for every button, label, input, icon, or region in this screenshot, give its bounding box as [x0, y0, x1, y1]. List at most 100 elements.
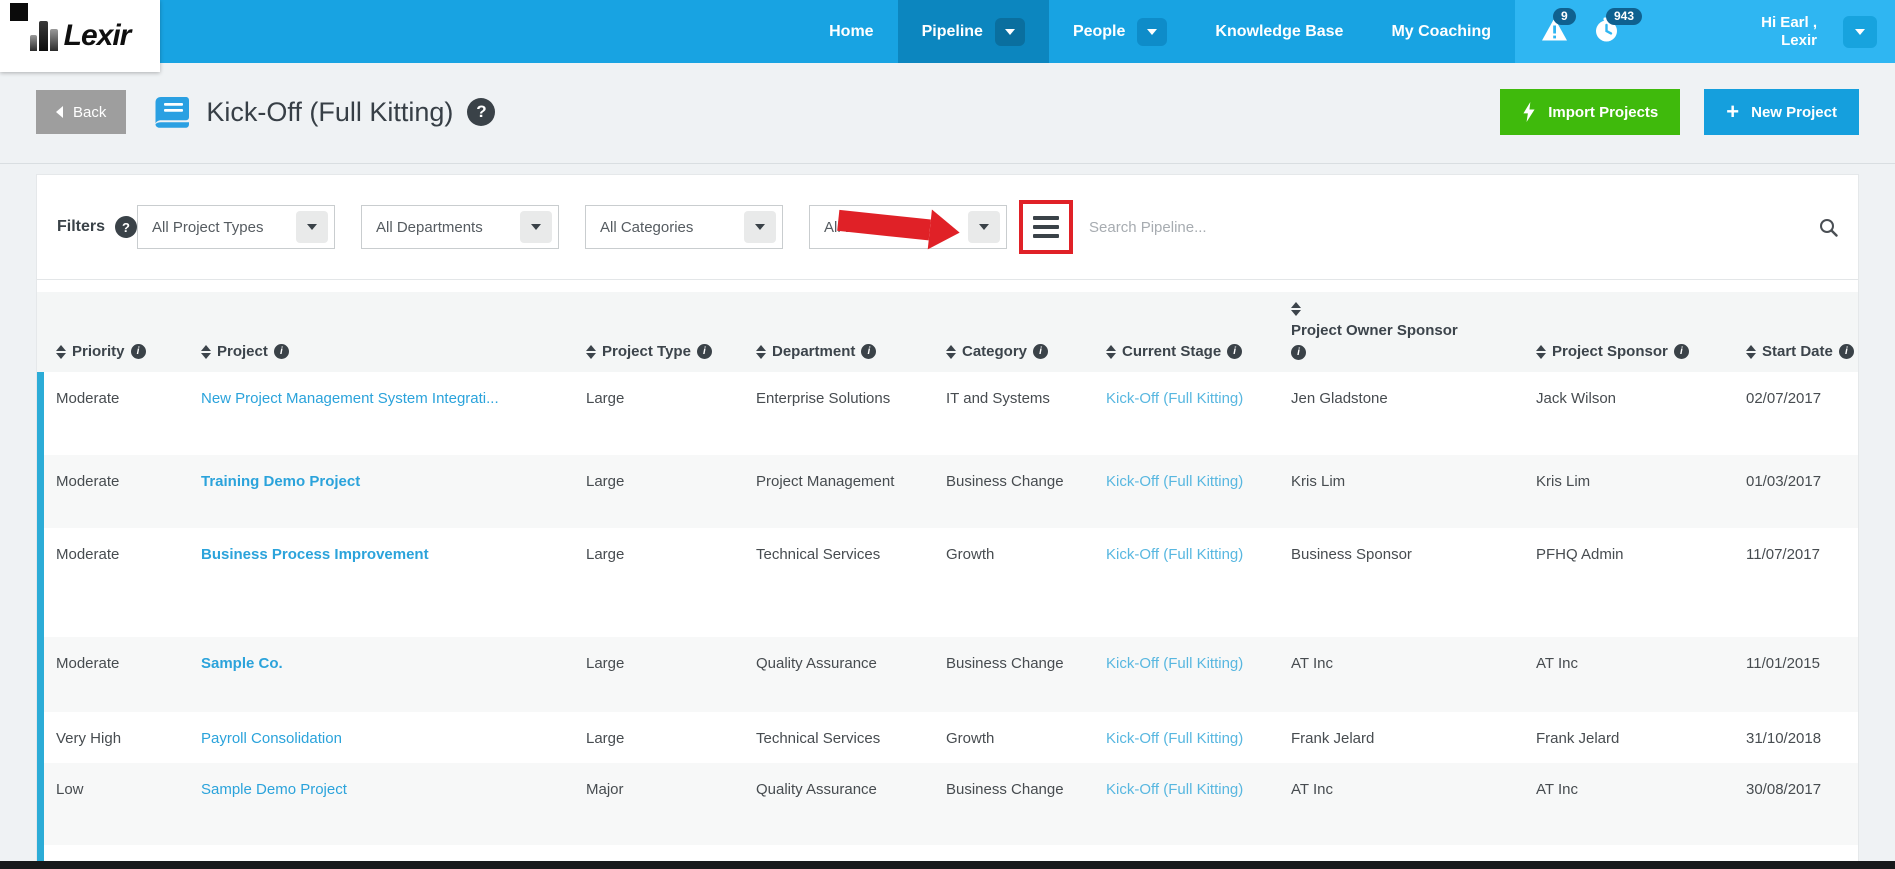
- info-icon[interactable]: i: [273, 344, 289, 359]
- chevron-down-icon: [307, 224, 318, 230]
- current-stage-link[interactable]: Kick-Off (Full Kitting): [1106, 655, 1244, 672]
- dropdown-caret-button[interactable]: [744, 211, 777, 243]
- info-icon[interactable]: i: [130, 344, 146, 359]
- lightning-icon: [1523, 102, 1535, 122]
- info-icon[interactable]: i: [1673, 344, 1689, 359]
- sort-icon[interactable]: [756, 344, 766, 359]
- nav-item-pipeline[interactable]: Pipeline: [897, 0, 1049, 63]
- people-dropdown-button[interactable]: [1137, 17, 1168, 46]
- cell-priority: Low: [56, 781, 84, 798]
- header-category: Category i: [946, 343, 1106, 360]
- back-button[interactable]: Back: [36, 90, 127, 134]
- plus-icon: +: [1726, 99, 1740, 124]
- nav-label-pipeline: Pipeline: [921, 22, 983, 40]
- column-settings-button[interactable]: [1033, 216, 1060, 238]
- annotation-highlight-box: [1019, 200, 1074, 254]
- nav-item-people[interactable]: People: [1049, 0, 1191, 63]
- project-types-dropdown[interactable]: All Project Types: [137, 205, 336, 249]
- project-link[interactable]: Training Demo Project: [201, 473, 361, 490]
- nav-item-home[interactable]: Home: [805, 0, 897, 63]
- cell-department: Technical Services: [756, 730, 881, 747]
- project-types-value: All Project Types: [152, 218, 264, 236]
- table-row: Moderate Business Process Improvement La…: [37, 528, 1858, 637]
- notifications-button[interactable]: 943: [1594, 7, 1643, 47]
- header-current-stage: Current Stage i: [1106, 343, 1291, 360]
- sort-icon[interactable]: [1746, 344, 1756, 359]
- cell-start-date: 02/07/2017: [1746, 390, 1822, 407]
- pipeline-card: Filters ? All Project Types All Departme…: [36, 174, 1859, 869]
- executive-sponsors-dropdown[interactable]: All E n...: [809, 205, 1008, 253]
- cell-owner-sponsor: AT Inc: [1291, 781, 1333, 798]
- cell-project-sponsor: Jack Wilson: [1536, 390, 1617, 407]
- cell-start-date: 11/01/2015: [1746, 655, 1820, 672]
- header-priority: Priority i: [56, 343, 201, 360]
- user-greeting-line1: Hi Earl ,: [1761, 13, 1817, 31]
- nav-item-my-coaching[interactable]: My Coaching: [1367, 0, 1515, 63]
- title-help-icon[interactable]: ?: [467, 98, 496, 126]
- pipeline-dropdown-button[interactable]: [994, 17, 1025, 46]
- project-link[interactable]: Payroll Consolidation: [201, 730, 342, 747]
- cell-project-type: Large: [586, 390, 625, 407]
- header-project: Project i: [201, 343, 586, 360]
- sort-icon[interactable]: [56, 344, 66, 359]
- header-label: Project: [217, 343, 268, 360]
- info-icon[interactable]: i: [696, 344, 712, 359]
- dropdown-caret-button[interactable]: [520, 211, 553, 243]
- cell-owner-sponsor: AT Inc: [1291, 655, 1333, 672]
- current-stage-link[interactable]: Kick-Off (Full Kitting): [1106, 730, 1244, 747]
- dropdown-caret-button[interactable]: [968, 211, 1000, 243]
- current-stage-link[interactable]: Kick-Off (Full Kitting): [1106, 390, 1244, 407]
- filters-label-group: Filters ?: [57, 216, 138, 238]
- info-icon[interactable]: i: [861, 344, 877, 359]
- partial-dropdown-end: n...: [897, 218, 918, 236]
- cell-category: Business Change: [946, 473, 1064, 490]
- chevron-down-icon: [1855, 28, 1865, 35]
- sort-icon[interactable]: [201, 344, 211, 359]
- project-link[interactable]: Sample Demo Project: [201, 781, 347, 798]
- info-icon[interactable]: i: [1227, 344, 1243, 359]
- black-square: [10, 3, 28, 21]
- header-start-date: Start Date i: [1746, 343, 1858, 360]
- current-stage-link[interactable]: Kick-Off (Full Kitting): [1106, 546, 1244, 563]
- info-icon[interactable]: i: [1033, 344, 1049, 359]
- sort-icon[interactable]: [1536, 344, 1546, 359]
- nav-menu: Home Pipeline People Knowledge Base My C…: [805, 0, 1515, 63]
- cell-project-type: Major: [586, 781, 624, 798]
- sort-icon[interactable]: [946, 344, 956, 359]
- current-stage-link[interactable]: Kick-Off (Full Kitting): [1106, 473, 1244, 490]
- table-row: Moderate New Project Management System I…: [37, 372, 1858, 455]
- filters-help-icon[interactable]: ?: [115, 216, 138, 238]
- sort-icon[interactable]: [1106, 344, 1116, 359]
- search-icon[interactable]: [1819, 218, 1838, 237]
- current-stage-link[interactable]: Kick-Off (Full Kitting): [1106, 781, 1244, 798]
- filters-row: Filters ? All Project Types All Departme…: [37, 175, 1858, 280]
- project-link[interactable]: Business Process Improvement: [201, 546, 429, 563]
- sort-icon[interactable]: [1291, 302, 1301, 316]
- header-label: Department: [772, 343, 856, 360]
- new-project-label: New Project: [1751, 103, 1837, 121]
- categories-dropdown[interactable]: All Categories: [585, 205, 784, 249]
- search-area: [1089, 218, 1838, 237]
- cell-owner-sponsor: Frank Jelard: [1291, 730, 1375, 747]
- user-menu-button[interactable]: [1843, 15, 1877, 48]
- arrow-left-icon: [56, 106, 63, 118]
- project-link[interactable]: New Project Management System Integrati.…: [201, 390, 499, 407]
- info-icon[interactable]: i: [1291, 345, 1306, 360]
- new-project-button[interactable]: + New Project: [1704, 89, 1859, 135]
- departments-dropdown[interactable]: All Departments: [361, 205, 560, 249]
- search-input[interactable]: [1089, 218, 1809, 236]
- sort-icon[interactable]: [586, 344, 596, 359]
- nav-item-knowledge-base[interactable]: Knowledge Base: [1191, 0, 1367, 63]
- dropdown-caret-button[interactable]: [296, 211, 329, 243]
- header-buttons: Import Projects + New Project: [1500, 89, 1859, 135]
- cell-project-sponsor: PFHQ Admin: [1536, 546, 1624, 563]
- cell-category: IT and Systems: [946, 390, 1050, 407]
- project-link[interactable]: Sample Co.: [201, 655, 283, 672]
- info-icon[interactable]: i: [1838, 344, 1854, 359]
- header-label: Start Date: [1762, 343, 1833, 360]
- cell-owner-sponsor: Jen Gladstone: [1291, 390, 1388, 407]
- alerts-button[interactable]: 9: [1541, 7, 1576, 47]
- import-projects-button[interactable]: Import Projects: [1500, 89, 1681, 135]
- logo[interactable]: Lexir: [0, 0, 160, 72]
- cell-priority: Moderate: [56, 473, 120, 490]
